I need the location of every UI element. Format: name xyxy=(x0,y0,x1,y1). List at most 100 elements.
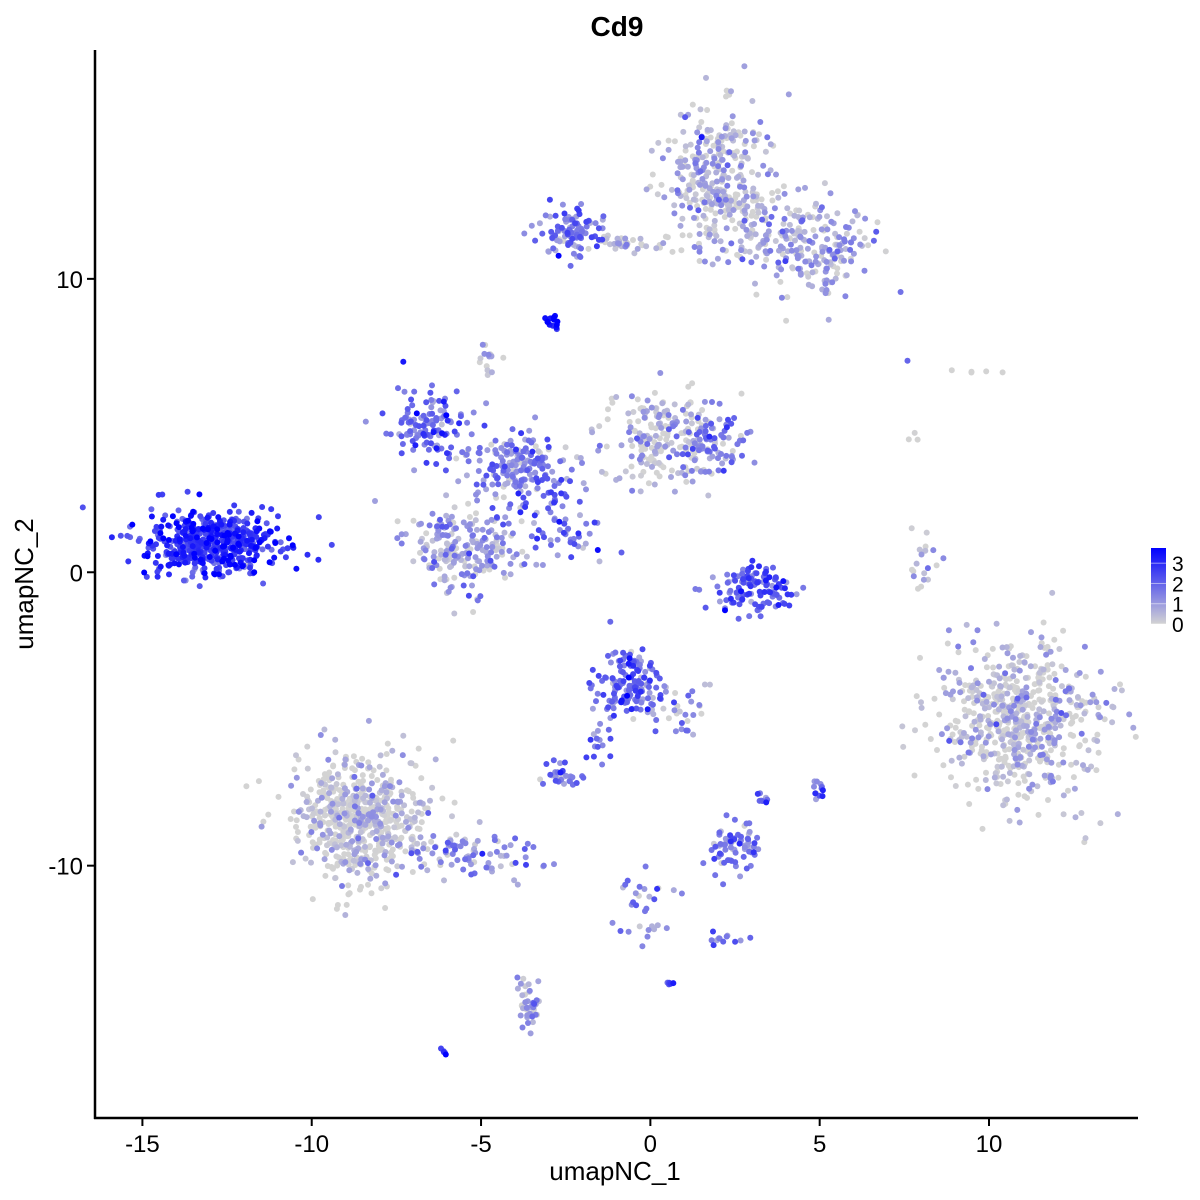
cell-point xyxy=(514,985,521,992)
cell-point xyxy=(472,517,479,524)
cell-point xyxy=(594,547,601,553)
cell-point xyxy=(633,902,640,909)
cell-point xyxy=(193,534,200,541)
cell-point xyxy=(466,514,473,520)
cell-point xyxy=(535,448,542,455)
cell-point xyxy=(583,218,590,225)
cell-point xyxy=(1028,629,1034,636)
cell-point xyxy=(204,514,211,521)
cell-point xyxy=(642,863,649,870)
cell-point xyxy=(528,533,535,540)
cell-point xyxy=(399,752,406,759)
cell-point xyxy=(1094,731,1101,738)
cell-point xyxy=(158,523,165,530)
cell-point xyxy=(310,810,317,817)
cell-point xyxy=(383,866,390,873)
cell-point xyxy=(308,829,315,835)
cell-point xyxy=(293,752,299,759)
cell-point xyxy=(712,872,719,879)
cell-point xyxy=(481,534,488,541)
cell-point xyxy=(994,763,1001,770)
cell-point xyxy=(680,128,687,135)
cell-point xyxy=(224,537,231,544)
cell-point xyxy=(805,273,812,280)
cell-point xyxy=(428,440,434,447)
cell-point xyxy=(552,212,559,219)
cell-point xyxy=(464,570,471,577)
cell-point xyxy=(513,551,520,558)
cell-point xyxy=(718,133,725,140)
cell-point xyxy=(1006,684,1013,691)
cell-point xyxy=(665,715,672,722)
cell-point xyxy=(999,644,1006,651)
cell-point xyxy=(625,410,632,417)
cell-point xyxy=(699,407,706,413)
cell-point xyxy=(354,869,361,876)
cell-point xyxy=(1082,835,1089,842)
cell-point xyxy=(397,836,404,843)
cell-point xyxy=(545,444,552,450)
cell-point xyxy=(427,389,434,396)
cell-point xyxy=(661,683,668,690)
cell-point xyxy=(589,666,596,673)
cell-point xyxy=(983,749,990,756)
cell-point xyxy=(360,777,366,784)
cell-point xyxy=(147,538,154,545)
cell-point xyxy=(645,684,652,690)
cell-point xyxy=(322,872,329,879)
cell-point xyxy=(322,849,329,856)
cell-point xyxy=(677,444,683,451)
cell-point xyxy=(501,463,508,470)
cell-point xyxy=(251,557,258,564)
cell-point xyxy=(266,528,273,535)
cell-point xyxy=(396,779,403,786)
cell-point xyxy=(786,221,793,228)
cell-point xyxy=(1082,673,1089,680)
cell-point xyxy=(408,808,415,815)
cell-point xyxy=(966,801,973,807)
cell-point xyxy=(777,278,784,285)
cell-point xyxy=(646,662,653,669)
cell-point xyxy=(603,443,610,450)
cell-point xyxy=(1080,762,1086,769)
cell-point xyxy=(1038,743,1045,750)
cell-point xyxy=(982,777,989,783)
cell-point xyxy=(709,399,715,405)
cell-point xyxy=(451,504,458,511)
cell-point xyxy=(711,445,718,452)
cell-point xyxy=(911,429,918,436)
y-axis-label: umapNC_2 xyxy=(9,518,39,650)
cell-point xyxy=(565,525,572,532)
cell-point xyxy=(758,196,765,203)
cell-point xyxy=(724,182,731,189)
cell-point xyxy=(179,544,186,550)
cell-point xyxy=(682,711,689,718)
cell-point xyxy=(1040,708,1047,715)
cell-point xyxy=(1052,696,1059,703)
cell-point xyxy=(684,451,691,458)
cell-point xyxy=(725,259,732,266)
cell-point xyxy=(737,937,744,944)
cell-point xyxy=(1066,685,1073,692)
cell-point xyxy=(685,429,692,436)
cell-point xyxy=(1035,687,1042,694)
cell-point xyxy=(259,504,266,510)
cell-point xyxy=(685,439,692,445)
cell-point xyxy=(562,444,569,451)
cell-point xyxy=(968,665,974,672)
cell-point xyxy=(388,858,395,865)
cell-point xyxy=(1021,793,1028,800)
cell-point xyxy=(1004,715,1011,722)
cell-point xyxy=(723,597,730,604)
cell-point xyxy=(488,549,495,556)
cell-point xyxy=(213,565,220,572)
cell-point xyxy=(479,341,486,348)
cell-point xyxy=(410,558,417,565)
cell-point xyxy=(773,272,780,279)
cell-point xyxy=(671,210,678,217)
cell-point xyxy=(173,551,180,558)
cell-point xyxy=(780,220,787,227)
cell-point xyxy=(727,587,734,594)
cell-point xyxy=(751,137,758,144)
cell-point xyxy=(689,688,696,695)
